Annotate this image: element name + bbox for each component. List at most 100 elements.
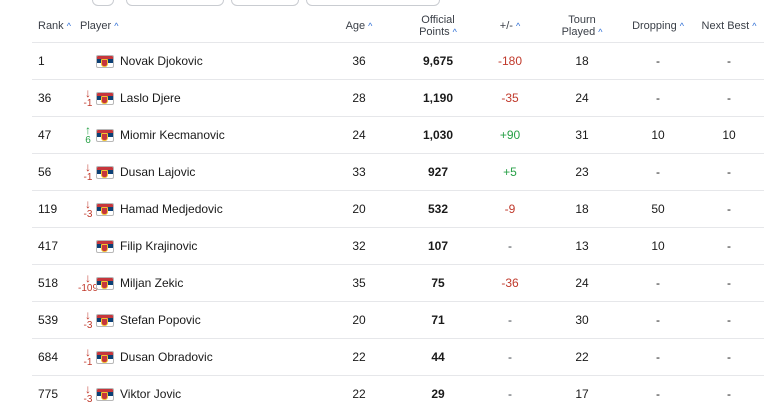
rank-movement: ↓-3: [80, 199, 96, 220]
rank-movement-value: -1: [84, 173, 93, 183]
change-cell: -: [478, 302, 542, 339]
rank-movement-value: -3: [84, 210, 93, 220]
next-best-cell: -: [694, 43, 764, 80]
rank-movement-value: -1: [84, 99, 93, 109]
serbia-flag-icon: [96, 314, 114, 327]
serbia-flag-icon: [96, 388, 114, 401]
tournaments-played-cell: 24: [542, 265, 622, 302]
header-player[interactable]: Player^: [80, 10, 320, 43]
rank-movement: ↓-3: [80, 310, 96, 331]
player-name-link[interactable]: Laslo Djere: [120, 91, 181, 105]
serbia-flag-icon: [96, 129, 114, 142]
rank-movement-value: -3: [84, 321, 93, 331]
arrow-down-icon: ↓: [85, 384, 91, 395]
header-played-label: Played: [562, 26, 596, 38]
dropping-cell: 10: [622, 117, 694, 154]
change-cell: -9: [478, 191, 542, 228]
points-cell: 75: [398, 265, 478, 302]
player-cell: ↓-1 Laslo Djere: [80, 80, 320, 117]
header-dropping[interactable]: Dropping^: [622, 10, 694, 43]
arrow-down-icon: ↓: [85, 273, 91, 284]
rank-movement: ↓-1: [80, 347, 96, 368]
filter-dropdown[interactable]: [306, 0, 440, 6]
sort-arrow-icon: ^: [453, 27, 457, 37]
header-next-best[interactable]: Next Best^: [694, 10, 764, 43]
arrow-down-icon: ↓: [85, 347, 91, 358]
sort-arrow-icon: ^: [680, 21, 684, 31]
player-cell: ↓-3 Stefan Popovic: [80, 302, 320, 339]
header-points-label: Official: [398, 14, 478, 26]
player-name-link[interactable]: Miljan Zekic: [120, 276, 183, 290]
player-cell: ↓-1 Dusan Lajovic: [80, 154, 320, 191]
age-cell: 33: [320, 154, 398, 191]
change-cell: -: [478, 376, 542, 412]
header-rank-label: Rank: [38, 20, 64, 32]
age-cell: 24: [320, 117, 398, 154]
tournaments-played-cell: 17: [542, 376, 622, 412]
player-name-link[interactable]: Hamad Medjedovic: [120, 202, 223, 216]
age-cell: 32: [320, 228, 398, 265]
rank-cell: 539: [32, 302, 80, 339]
rank-movement: ↓-1: [80, 162, 96, 183]
header-change[interactable]: +/-^: [478, 10, 542, 43]
filter-button[interactable]: [92, 0, 114, 6]
rank-cell: 684: [32, 339, 80, 376]
next-best-cell: -: [694, 154, 764, 191]
rank-cell: 1: [32, 43, 80, 80]
player-name-link[interactable]: Dusan Lajovic: [120, 165, 195, 179]
dropping-cell: -: [622, 80, 694, 117]
rank-movement: ↓-1: [80, 88, 96, 109]
header-rank[interactable]: Rank^: [32, 10, 80, 43]
tournaments-played-cell: 18: [542, 191, 622, 228]
arrow-down-icon: ↓: [85, 310, 91, 321]
arrow-down-icon: ↓: [85, 162, 91, 173]
player-name-link[interactable]: Viktor Jovic: [120, 387, 181, 401]
player-name-link[interactable]: Stefan Popovic: [120, 313, 201, 327]
points-cell: 29: [398, 376, 478, 412]
dropping-cell: 50: [622, 191, 694, 228]
sort-arrow-icon: ^: [516, 21, 520, 31]
arrow-down-icon: ↓: [85, 88, 91, 99]
serbia-flag-icon: [96, 55, 114, 68]
filter-dropdown[interactable]: [126, 0, 224, 6]
player-cell: ↓-3 Hamad Medjedovic: [80, 191, 320, 228]
player-name-link[interactable]: Miomir Kecmanovic: [120, 128, 225, 142]
player-name-link[interactable]: Filip Krajinovic: [120, 239, 197, 253]
header-age[interactable]: Age^: [320, 10, 398, 43]
next-best-cell: -: [694, 265, 764, 302]
tournaments-played-cell: 30: [542, 302, 622, 339]
tournaments-played-cell: 24: [542, 80, 622, 117]
player-name-link[interactable]: Dusan Obradovic: [120, 350, 213, 364]
player-cell: Filip Krajinovic: [80, 228, 320, 265]
age-cell: 22: [320, 339, 398, 376]
serbia-flag-icon: [96, 203, 114, 216]
rank-movement-value: -1: [84, 358, 93, 368]
tournaments-played-cell: 31: [542, 117, 622, 154]
sort-arrow-icon: ^: [752, 21, 756, 31]
points-cell: 1,190: [398, 80, 478, 117]
rank-cell: 56: [32, 154, 80, 191]
arrow-up-icon: ↑: [85, 125, 91, 136]
filter-dropdown[interactable]: [231, 0, 299, 6]
header-player-label: Player: [80, 20, 111, 32]
next-best-cell: -: [694, 191, 764, 228]
header-points-label: Points: [419, 26, 450, 38]
next-best-cell: -: [694, 376, 764, 412]
tournaments-played-cell: 23: [542, 154, 622, 191]
player-name-link[interactable]: Novak Djokovic: [120, 54, 203, 68]
sort-arrow-icon: ^: [114, 21, 118, 31]
player-cell: ↓-1 Dusan Obradovic: [80, 339, 320, 376]
